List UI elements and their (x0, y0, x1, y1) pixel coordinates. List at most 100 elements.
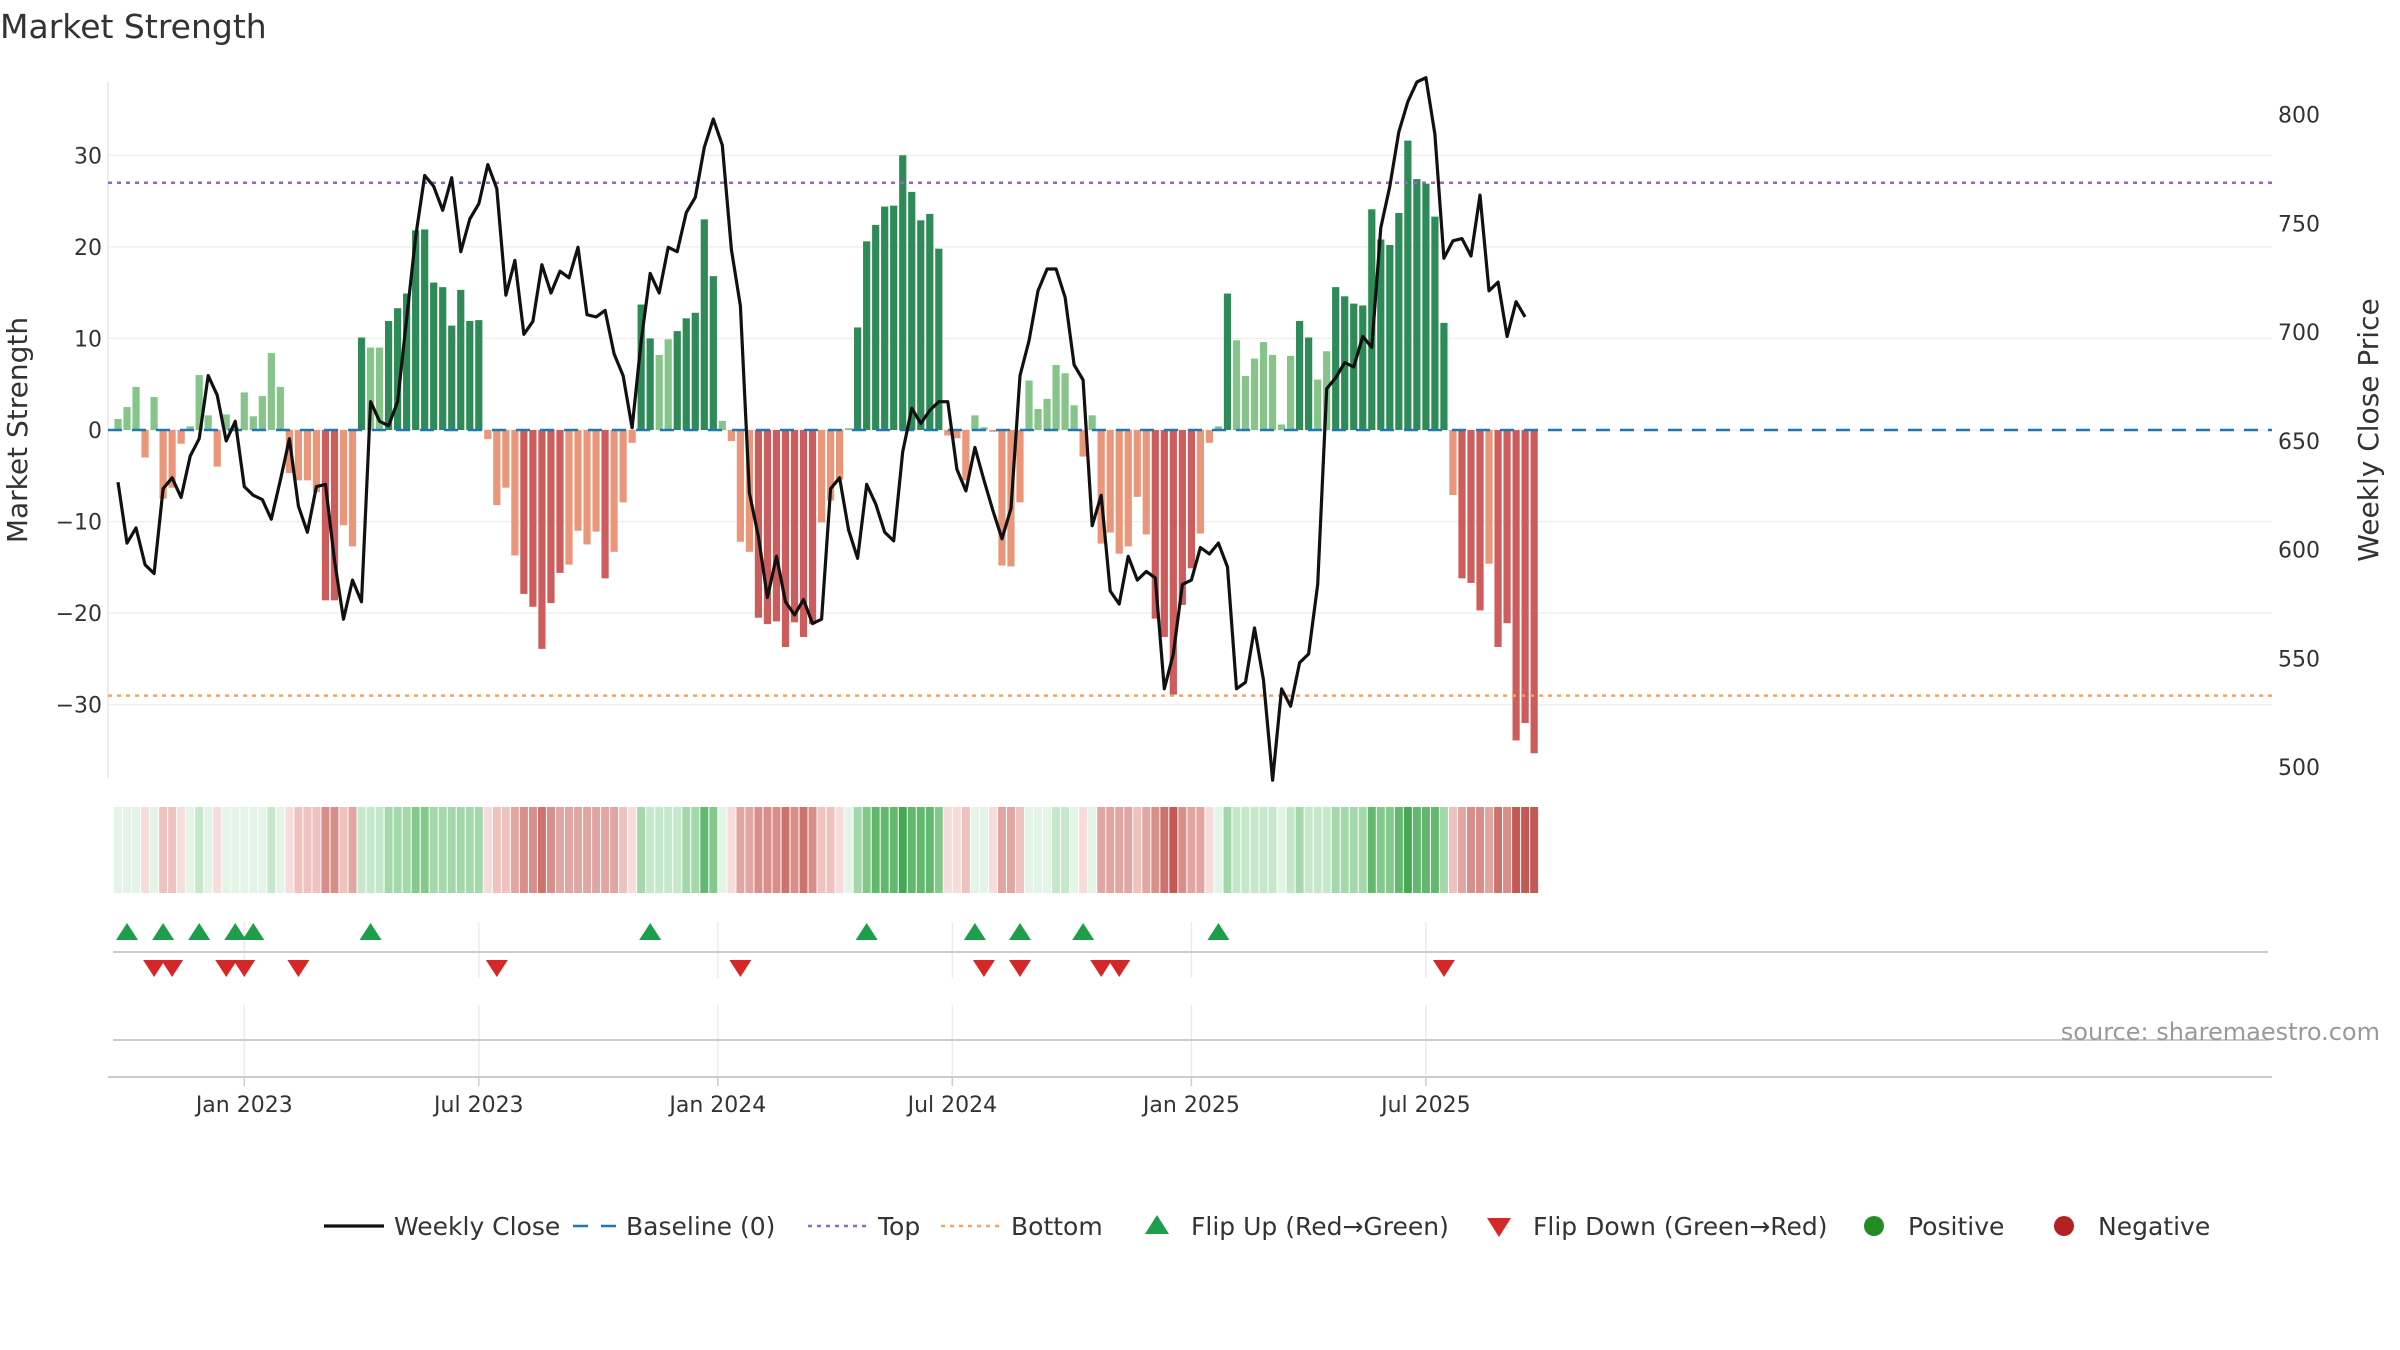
strength-bar (1395, 212, 1403, 430)
strip-cell (1331, 807, 1340, 893)
strength-bar (881, 206, 889, 430)
strength-bar (962, 430, 970, 481)
strength-bar (863, 241, 871, 430)
strip-cell (348, 807, 357, 893)
strip-cell (718, 807, 727, 893)
strength-bar (700, 219, 708, 430)
legend-label: Baseline (0) (626, 1212, 775, 1241)
flip-down-marker (161, 960, 184, 977)
y2-tick-label: 500 (2278, 756, 2320, 781)
flip-up-marker (1072, 923, 1095, 940)
y2-tick-label: 550 (2278, 647, 2320, 672)
flip-down-marker (143, 960, 166, 977)
strip-cell (1133, 807, 1142, 893)
strip-cell (781, 807, 790, 893)
strength-bar (1160, 430, 1168, 637)
strip-cell (1403, 807, 1412, 893)
strength-bar (114, 419, 122, 430)
flip-up-marker (1207, 923, 1230, 940)
y2-tick-label: 750 (2278, 212, 2320, 237)
strip-cell (429, 807, 438, 893)
strip-cell (844, 807, 853, 893)
y2-axis-ticks: 500 550 600 650 700 750 800 (2278, 104, 2320, 782)
strip-cell (1187, 807, 1196, 893)
strength-bar (1268, 354, 1277, 430)
strength-bar (339, 430, 348, 526)
strip-cell (1250, 807, 1259, 893)
strength-bar (772, 430, 781, 622)
strip-cell (655, 807, 664, 893)
strip-cell (1439, 807, 1448, 893)
strip-cell (231, 807, 240, 893)
strength-bar (836, 430, 844, 480)
strength-bar (150, 397, 158, 430)
strip-cell (321, 807, 330, 893)
strip-cell (934, 807, 943, 893)
x-tick-label: Jul 2023 (432, 1093, 524, 1118)
strip-cell (114, 807, 122, 893)
legend-label: Flip Down (Green→Red) (1533, 1212, 1828, 1241)
strip-cell (808, 807, 817, 893)
legend-label: Positive (1908, 1212, 2004, 1241)
strip-cell (141, 807, 150, 893)
legend-label: Top (877, 1212, 920, 1241)
strip-cell (574, 807, 583, 893)
strength-bar (1034, 408, 1042, 430)
strength-bar (1467, 430, 1475, 583)
strength-bar (123, 407, 131, 430)
strength-bar (1485, 430, 1493, 564)
strip-cell (1052, 807, 1061, 893)
strength-bar (502, 430, 510, 488)
strength-bar (394, 308, 402, 430)
x-tick-label: Jul 2024 (906, 1093, 998, 1118)
strength-bar (1070, 405, 1078, 430)
strength-bar (276, 386, 284, 430)
legend-label: Negative (2098, 1212, 2210, 1241)
y2-tick-label: 650 (2278, 430, 2320, 455)
strength-bar (1413, 179, 1421, 430)
strip-cell (826, 807, 835, 893)
strength-bar (989, 430, 997, 432)
strength-bar (727, 430, 735, 441)
strip-cell (1457, 807, 1466, 893)
strength-bar (520, 430, 528, 594)
strip-cell (258, 807, 267, 893)
strip-cell (1025, 807, 1034, 893)
y2-tick-label: 700 (2278, 321, 2320, 346)
strength-bar (1458, 430, 1466, 579)
strip-cell (1061, 807, 1070, 893)
strength-bar (1305, 337, 1313, 430)
strength-bar (682, 318, 690, 430)
strength-bar (664, 339, 672, 430)
flip-down-marker (215, 960, 238, 977)
flip-up-marker (188, 923, 211, 940)
strip-cell (907, 807, 916, 893)
strip-cell (871, 807, 880, 893)
strip-cell (1169, 807, 1178, 893)
strength-bar (321, 430, 330, 601)
strength-bar (826, 430, 835, 501)
strip-cell (916, 807, 925, 893)
strip-cell (1268, 807, 1277, 893)
strip-cell (763, 807, 772, 893)
strip-cell (555, 807, 564, 893)
strength-bar (1232, 340, 1241, 430)
strip-cell (339, 807, 348, 893)
strip-cell (1503, 807, 1512, 893)
strip-cell (1259, 807, 1268, 893)
strip-cell (447, 807, 456, 893)
strip-cell (393, 807, 402, 893)
strength-bar (1494, 430, 1502, 648)
strength-bar (565, 430, 573, 565)
strength-bar (601, 430, 609, 579)
flip-markers (116, 923, 1455, 977)
strip-cell (357, 807, 366, 893)
strength-bar (691, 312, 699, 430)
strip-cell (1304, 807, 1313, 893)
strength-bar (1223, 293, 1232, 430)
strength-bar (1151, 430, 1159, 619)
strength-bar (475, 320, 483, 430)
strip-cell (1115, 807, 1124, 893)
strength-bar (1079, 430, 1087, 457)
strength-bar (980, 427, 988, 430)
